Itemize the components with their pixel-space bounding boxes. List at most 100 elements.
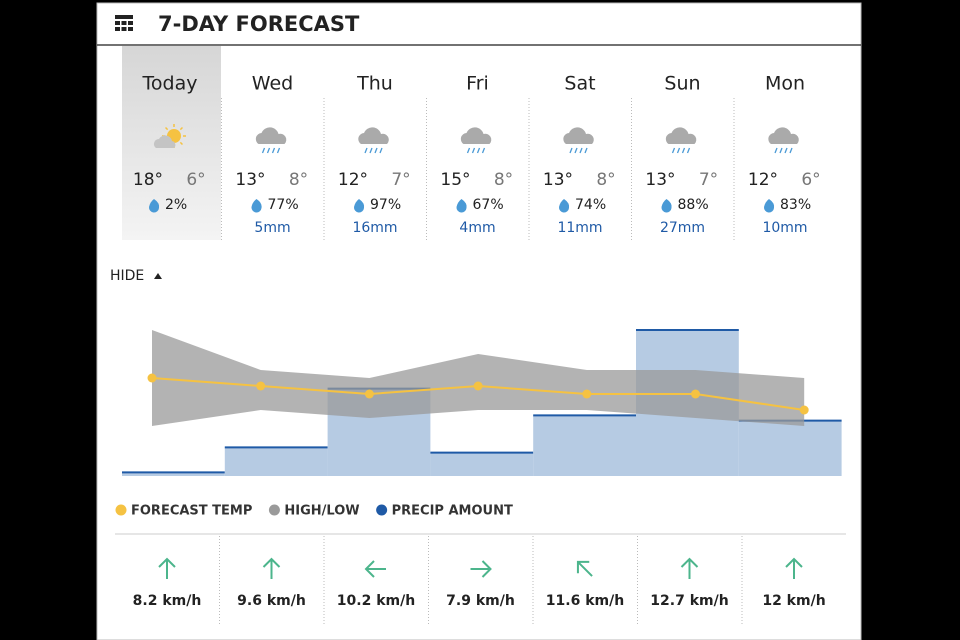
precip-chance: 83% — [780, 197, 811, 213]
temp-point — [799, 405, 809, 415]
calendar-icon — [115, 15, 133, 31]
temp-point — [691, 389, 700, 399]
weather-icon — [563, 127, 594, 154]
precip-chance: 74% — [575, 197, 606, 213]
drop-icon — [353, 199, 365, 213]
weather-icon — [768, 127, 799, 154]
low-temp: 8° — [289, 170, 308, 190]
drop-icon — [251, 199, 262, 213]
sun-ray — [179, 141, 184, 146]
weather-icon — [665, 127, 697, 154]
drop-icon — [456, 199, 467, 213]
hide-toggle[interactable]: HIDE — [110, 268, 144, 284]
temp-point — [582, 389, 592, 399]
rain — [471, 147, 476, 154]
wind-speed: 10.2 km/h — [337, 593, 415, 609]
precip-chance: 97% — [370, 197, 401, 213]
cloud — [154, 135, 176, 148]
rain — [584, 147, 588, 154]
arrow-shape — [785, 557, 803, 579]
legend-swatch — [376, 504, 388, 516]
rain — [676, 147, 681, 154]
arrow-shape — [470, 560, 492, 578]
rain — [569, 147, 573, 154]
day-name: Sun — [664, 73, 700, 95]
day-name: Wed — [252, 73, 293, 95]
header-title: 7-DAY FORECAST — [158, 12, 360, 36]
rain — [369, 147, 373, 154]
high-temp: 15° — [440, 170, 470, 190]
arrow-shape — [680, 557, 699, 579]
arrow-shape — [576, 560, 593, 577]
low-temp: 6° — [186, 170, 205, 190]
rain — [476, 147, 481, 154]
rain — [681, 147, 686, 154]
cloud — [255, 127, 287, 144]
drop-icon — [661, 199, 672, 213]
drop-icon — [148, 199, 160, 213]
rain — [774, 147, 778, 154]
weather-icon — [255, 127, 287, 154]
wind-speed: 8.2 km/h — [133, 593, 202, 609]
rain — [481, 147, 486, 154]
day-name: Thu — [356, 73, 393, 95]
cloud — [460, 127, 492, 144]
day-name: Fri — [466, 73, 489, 95]
cloud — [358, 127, 389, 144]
precip-bar — [224, 447, 328, 476]
precip-amount: 10mm — [762, 220, 807, 236]
high-temp: 13° — [645, 170, 675, 190]
rain — [779, 147, 783, 154]
precip-chance: 67% — [473, 197, 504, 213]
precip-amount: 16mm — [352, 220, 397, 236]
rain — [271, 147, 276, 154]
sun-ray — [164, 126, 169, 131]
rain — [671, 147, 676, 154]
precip-chance: 77% — [268, 197, 299, 213]
precip-bar — [533, 415, 636, 476]
cloud — [665, 127, 697, 144]
legend-swatch — [268, 504, 280, 516]
low-temp: 6° — [801, 170, 820, 190]
wind-arrow — [262, 557, 281, 579]
sun-ray — [179, 126, 184, 131]
high-low-band — [152, 330, 805, 426]
high-temp: 12° — [338, 170, 368, 190]
rain — [579, 147, 583, 154]
precip-bar — [738, 420, 842, 476]
precip-amount: 5mm — [254, 220, 290, 236]
legend-label: FORECAST TEMP — [131, 504, 252, 519]
high-temp: 18° — [133, 170, 163, 190]
high-temp: 12° — [748, 170, 778, 190]
low-temp: 8° — [494, 170, 513, 190]
wind-arrow — [470, 560, 492, 578]
wind-arrow — [364, 560, 386, 578]
rain — [276, 147, 281, 154]
precip-bar — [122, 472, 225, 476]
rain — [364, 147, 368, 154]
rain — [379, 147, 383, 154]
rain — [374, 147, 378, 154]
temp-point — [364, 389, 374, 399]
high-temp: 13° — [543, 170, 573, 190]
rain — [789, 147, 793, 154]
arrow-shape — [158, 557, 176, 579]
temp-point — [256, 381, 266, 391]
rain — [574, 147, 578, 154]
wind-speed: 12.7 km/h — [650, 593, 728, 609]
weather-icon — [358, 127, 389, 154]
drop-icon — [763, 199, 775, 213]
weather-icon — [460, 127, 492, 154]
temp-point — [473, 381, 483, 391]
precip-bar — [430, 452, 534, 476]
wind-speed: 7.9 km/h — [446, 593, 515, 609]
toggle-caret[interactable] — [154, 273, 162, 279]
day-name: Mon — [765, 73, 805, 95]
rain — [266, 147, 271, 154]
wind-speed: 12 km/h — [762, 593, 825, 609]
rain — [261, 147, 266, 154]
day-name: Today — [142, 73, 198, 95]
wind-arrow — [158, 557, 176, 579]
low-temp: 7° — [699, 170, 718, 190]
